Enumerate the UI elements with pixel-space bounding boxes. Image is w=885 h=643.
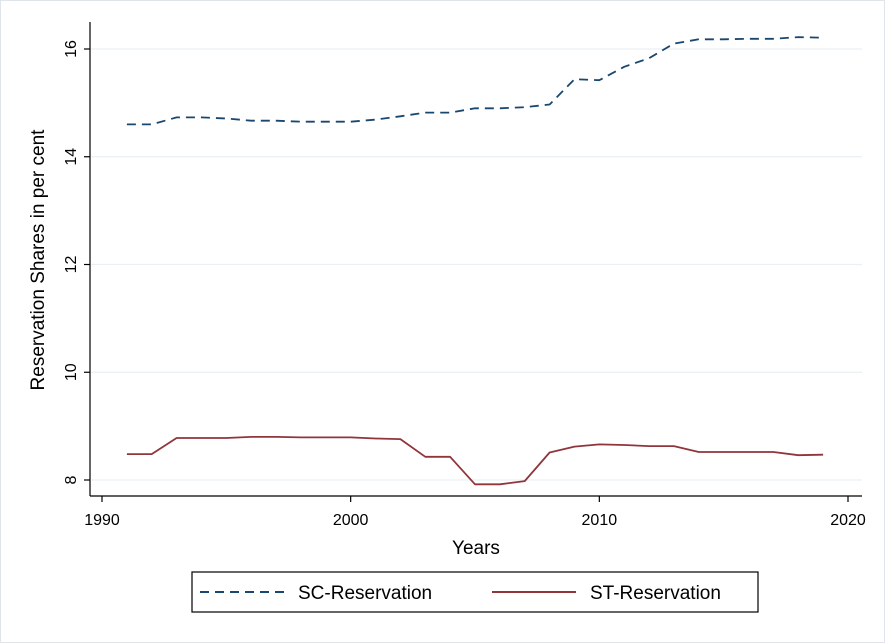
legend-box: [191, 571, 759, 613]
gridlines: [91, 48, 862, 481]
x-tick-label-1990: 1990: [84, 512, 120, 529]
x-axis-ticks: 1990 2000 2010 2020: [84, 496, 866, 529]
legend: SC-Reservation ST-Reservation: [191, 571, 759, 613]
y-axis-title: Reservation Shares in per cent: [28, 129, 49, 391]
x-axis-title: Years: [452, 538, 500, 559]
y-tick-label-10: 10: [63, 363, 80, 381]
legend-label-sc-reservation: SC-Reservation: [298, 583, 432, 604]
y-tick-label-8: 8: [63, 475, 80, 484]
x-tick-label-2000: 2000: [333, 512, 369, 529]
legend-label-st-reservation: ST-Reservation: [590, 583, 721, 604]
x-tick-label-2010: 2010: [582, 512, 618, 529]
y-tick-label-14: 14: [63, 148, 80, 166]
y-tick-label-12: 12: [63, 256, 80, 274]
series-line-st-reservation: [126, 435, 824, 486]
x-tick-label-2020: 2020: [830, 512, 866, 529]
axes: [89, 22, 862, 497]
series-line-sc-reservation: [126, 36, 824, 126]
y-tick-label-16: 16: [63, 40, 80, 58]
y-axis-ticks: 8 10 12 14 16: [63, 40, 90, 484]
series-lines: [126, 36, 824, 486]
